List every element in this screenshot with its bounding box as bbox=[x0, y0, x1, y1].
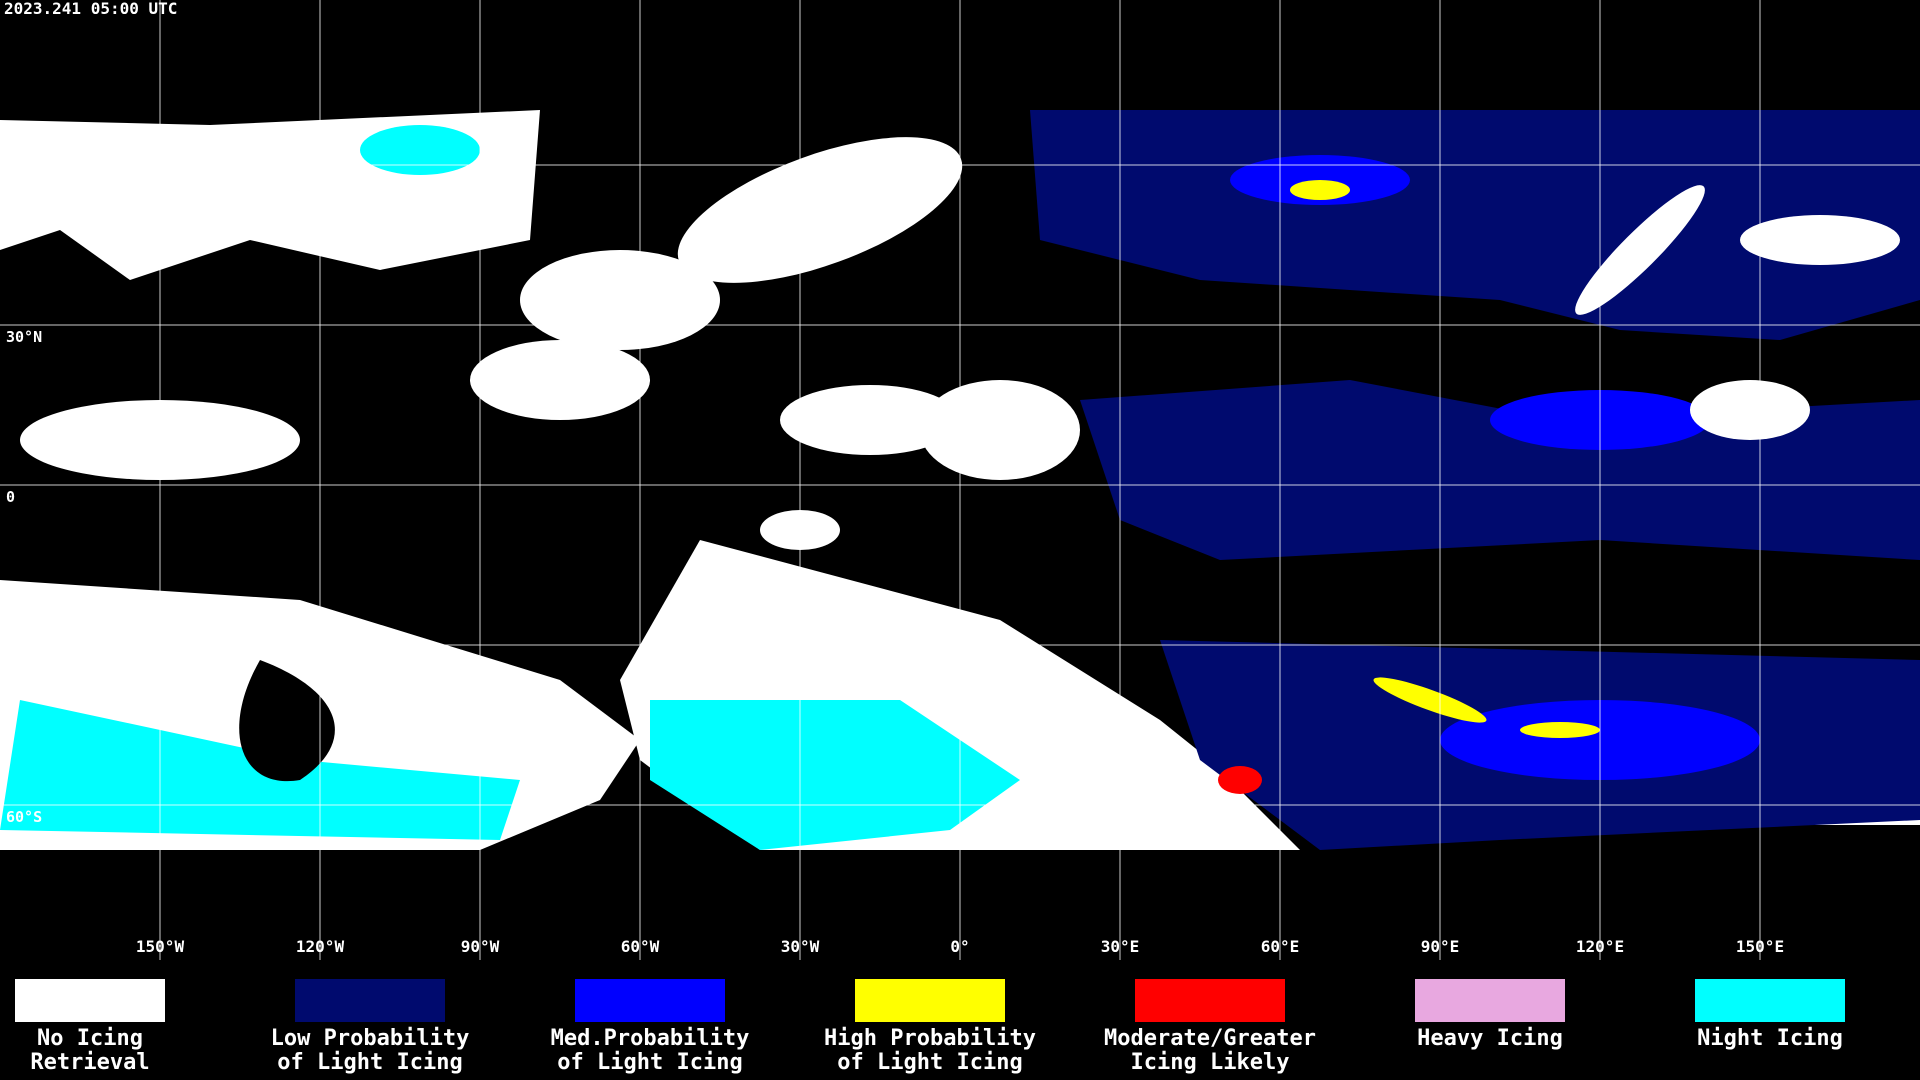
legend-label: Heavy Icing bbox=[1417, 1026, 1563, 1051]
legend-label: Med.Probability bbox=[551, 1026, 750, 1051]
legend-label: Night Icing bbox=[1697, 1026, 1843, 1051]
map-labels: 60°N 30°N 0 30°S 60°S 150°W 120°W 90°W 60°W 30°W 0… bbox=[6, 168, 1784, 956]
longitude-label: 30°W bbox=[781, 937, 820, 956]
longitude-label: 60°E bbox=[1261, 937, 1300, 956]
legend-label: Moderate/Greater bbox=[1104, 1026, 1316, 1051]
legend-label: of Light Icing bbox=[557, 1050, 742, 1075]
legend-swatch bbox=[1135, 979, 1285, 1022]
longitude-label: 90°E bbox=[1421, 937, 1460, 956]
legend-swatch bbox=[15, 979, 165, 1022]
graticule bbox=[0, 0, 1920, 960]
legend-swatch bbox=[1415, 979, 1565, 1022]
legend-swatch bbox=[295, 979, 445, 1022]
longitude-label: 150°W bbox=[136, 937, 185, 956]
longitude-label: 120°W bbox=[296, 937, 345, 956]
latitude-label: 30°N bbox=[6, 328, 42, 346]
latitude-label: 30°S bbox=[6, 648, 42, 666]
longitude-label: 150°E bbox=[1736, 937, 1784, 956]
legend-label: Low Probability bbox=[271, 1026, 470, 1051]
legend-label: Icing Likely bbox=[1131, 1050, 1290, 1075]
legend-label: No Icing bbox=[37, 1026, 143, 1051]
legend-label: High Probability bbox=[824, 1026, 1036, 1051]
latitude-label: 60°S bbox=[6, 808, 42, 826]
legend-swatch bbox=[575, 979, 725, 1022]
legend-label: of Light Icing bbox=[277, 1050, 462, 1075]
legend-label: Retrieval bbox=[30, 1050, 149, 1075]
timestamp: 2023.241 05:00 UTC bbox=[4, 0, 177, 18]
latitude-label: 60°N bbox=[6, 168, 42, 186]
latitude-label: 0 bbox=[6, 488, 15, 506]
legend-swatch bbox=[855, 979, 1005, 1022]
legend-label: of Light Icing bbox=[837, 1050, 1022, 1075]
longitude-label: 30°E bbox=[1101, 937, 1140, 956]
longitude-label: 0° bbox=[950, 937, 969, 956]
longitude-label: 60°W bbox=[621, 937, 660, 956]
longitude-label: 90°W bbox=[461, 937, 500, 956]
legend-swatch bbox=[1695, 979, 1845, 1022]
longitude-label: 120°E bbox=[1576, 937, 1624, 956]
